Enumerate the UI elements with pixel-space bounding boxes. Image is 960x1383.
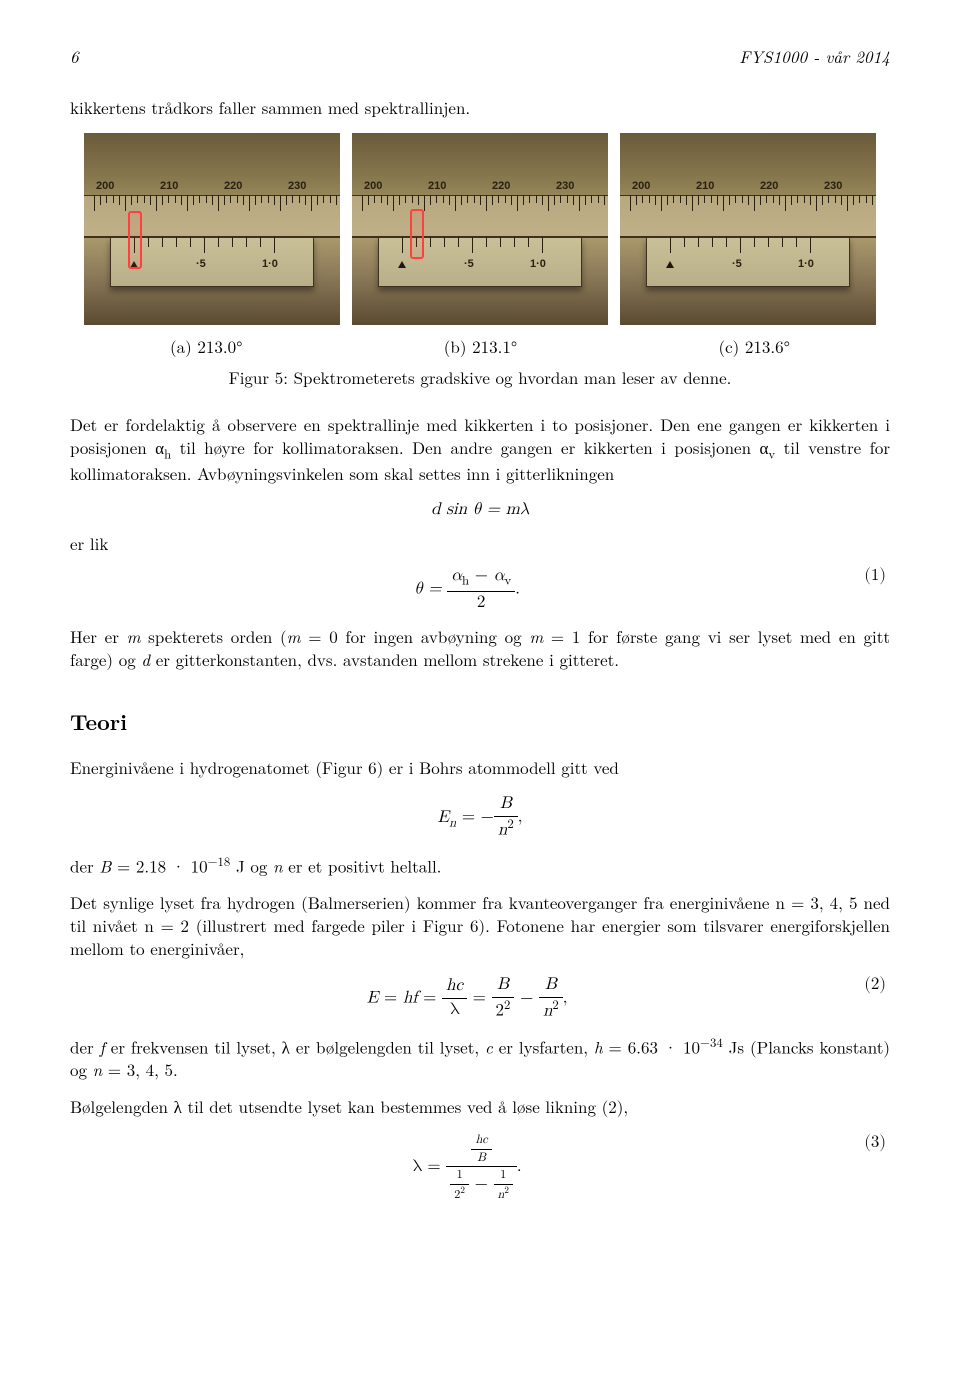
paragraph-3: Energinivåene i hydrogenatomet (Figur 6)… (70, 756, 890, 779)
dial-a: 200210220230·51·0 (84, 133, 340, 325)
paragraph-1: Det er fordelaktig å observere en spektr… (70, 413, 890, 485)
page-header: 6 FYS1000 - vår 2014 (70, 45, 890, 68)
dial-b: 200210220230·51·0 (352, 133, 608, 325)
equation-3: λ = hcB 122 − 1n2 . (3) (70, 1132, 890, 1203)
paragraph-6: der f er frekvensen til lyset, λ er bølg… (70, 1034, 890, 1082)
eq-tag-1: (1) (864, 565, 886, 588)
paragraph-7: Bølgelengden λ til det utsendte lyset ka… (70, 1095, 890, 1118)
equation-grating: d sin θ = mλ (70, 499, 890, 522)
paragraph-2: Her er m spekterets orden (m = 0 for ing… (70, 625, 890, 671)
eq-tag-2: (2) (864, 974, 886, 997)
paragraph-5: Det synlige lyset fra hydrogen (Balmerse… (70, 891, 890, 960)
caption-b: (b) 213.1° (444, 335, 517, 358)
eq-tag-3: (3) (864, 1132, 886, 1155)
equation-1: θ = αh − αv 2 . (1) (70, 565, 890, 615)
caption-a: (a) 213.0° (170, 335, 243, 358)
subcaptions: (a) 213.0° (b) 213.1° (c) 213.6° (170, 335, 790, 358)
figure-5-caption: Figur 5: Spektrometerets gradskive og hv… (70, 366, 890, 389)
paragraph-4: der B = 2.18 · 10−18 J og n er et positi… (70, 853, 890, 878)
eq1-lead: er lik (70, 532, 890, 555)
caption-c: (c) 213.6° (718, 335, 790, 358)
course-title: FYS1000 - vår 2014 (739, 45, 890, 68)
figure-5-images: 200210220230·51·0 200210220230·51·0 2002… (70, 133, 890, 325)
dial-c: 200210220230·51·0 (620, 133, 876, 325)
section-teori: Teori (70, 707, 890, 737)
equation-2: E = hf = hcλ = B22 − Bn2, (2) (70, 974, 890, 1024)
page-number: 6 (70, 45, 79, 68)
intro-text: kikkertens trådkors faller sammen med sp… (70, 96, 890, 119)
equation-energy: En = −Bn2, (70, 793, 890, 843)
